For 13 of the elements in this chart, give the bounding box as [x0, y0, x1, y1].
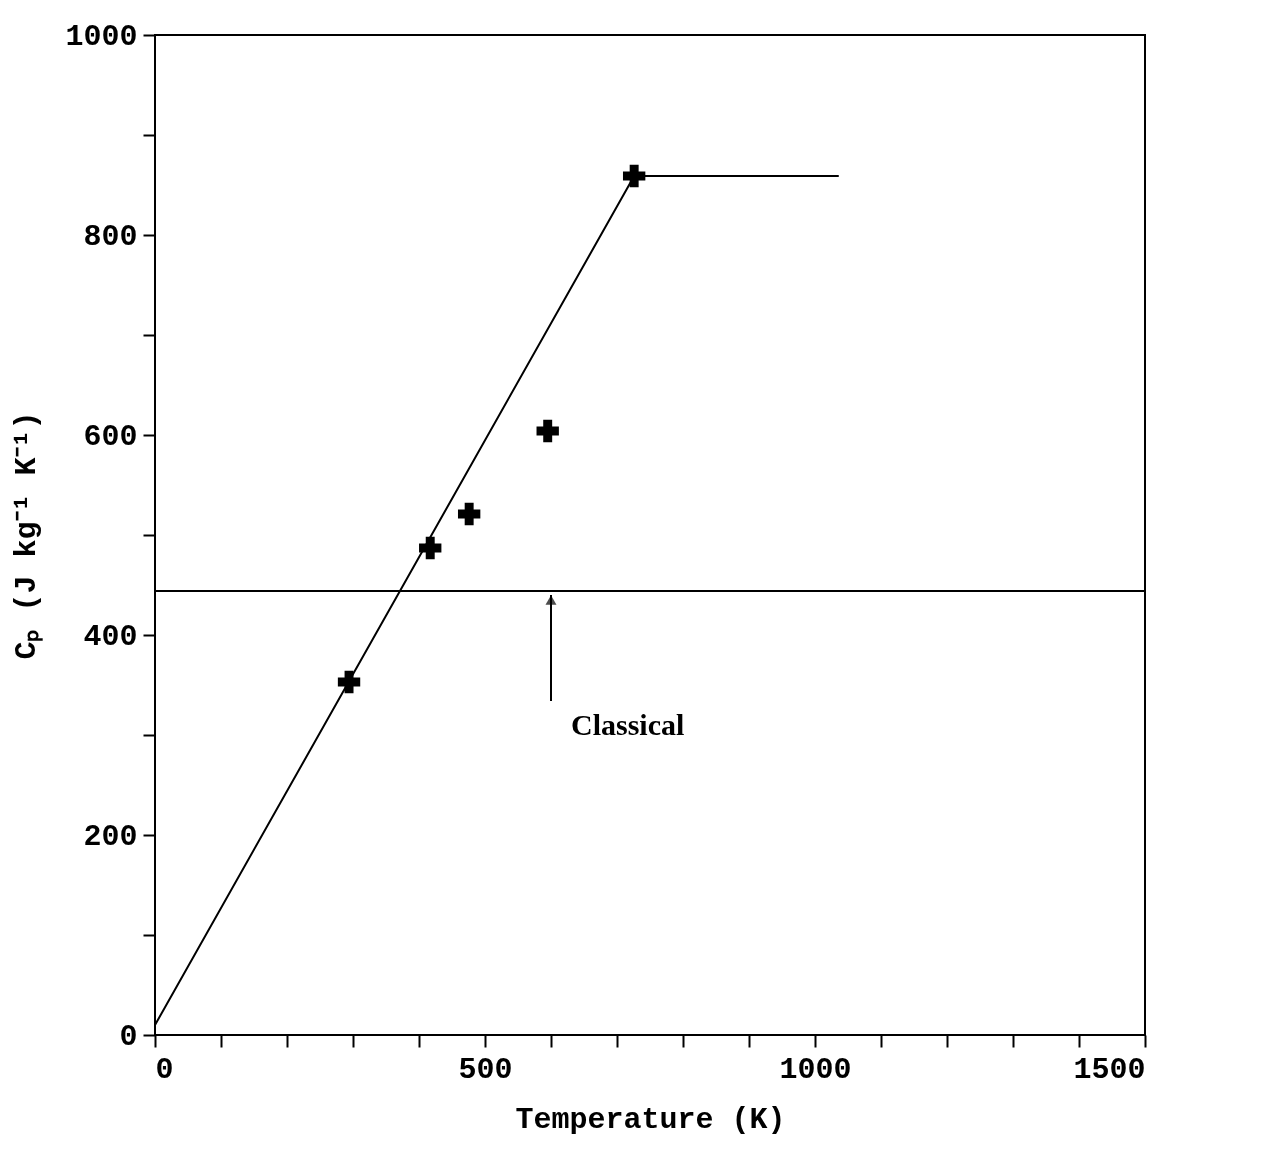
- x-tick-label: 500: [458, 1052, 513, 1087]
- x-tick-label: 0: [155, 1052, 174, 1087]
- y-tick-label: 1000: [65, 19, 138, 54]
- y-tick-label: 200: [83, 819, 138, 854]
- x-tick-label: 1500: [1073, 1052, 1146, 1087]
- x-axis-title: Temperature (K): [515, 1102, 786, 1137]
- y-tick-label: 0: [119, 1019, 138, 1054]
- annotation: Classical: [571, 708, 685, 741]
- y-axis-title: Cₚ (J kg⁻¹ K⁻¹): [10, 411, 45, 660]
- y-tick-label: 400: [83, 619, 138, 654]
- x-tick-label: 1000: [779, 1052, 852, 1087]
- y-tick-label: 600: [83, 419, 138, 454]
- y-tick-label: 800: [83, 219, 138, 254]
